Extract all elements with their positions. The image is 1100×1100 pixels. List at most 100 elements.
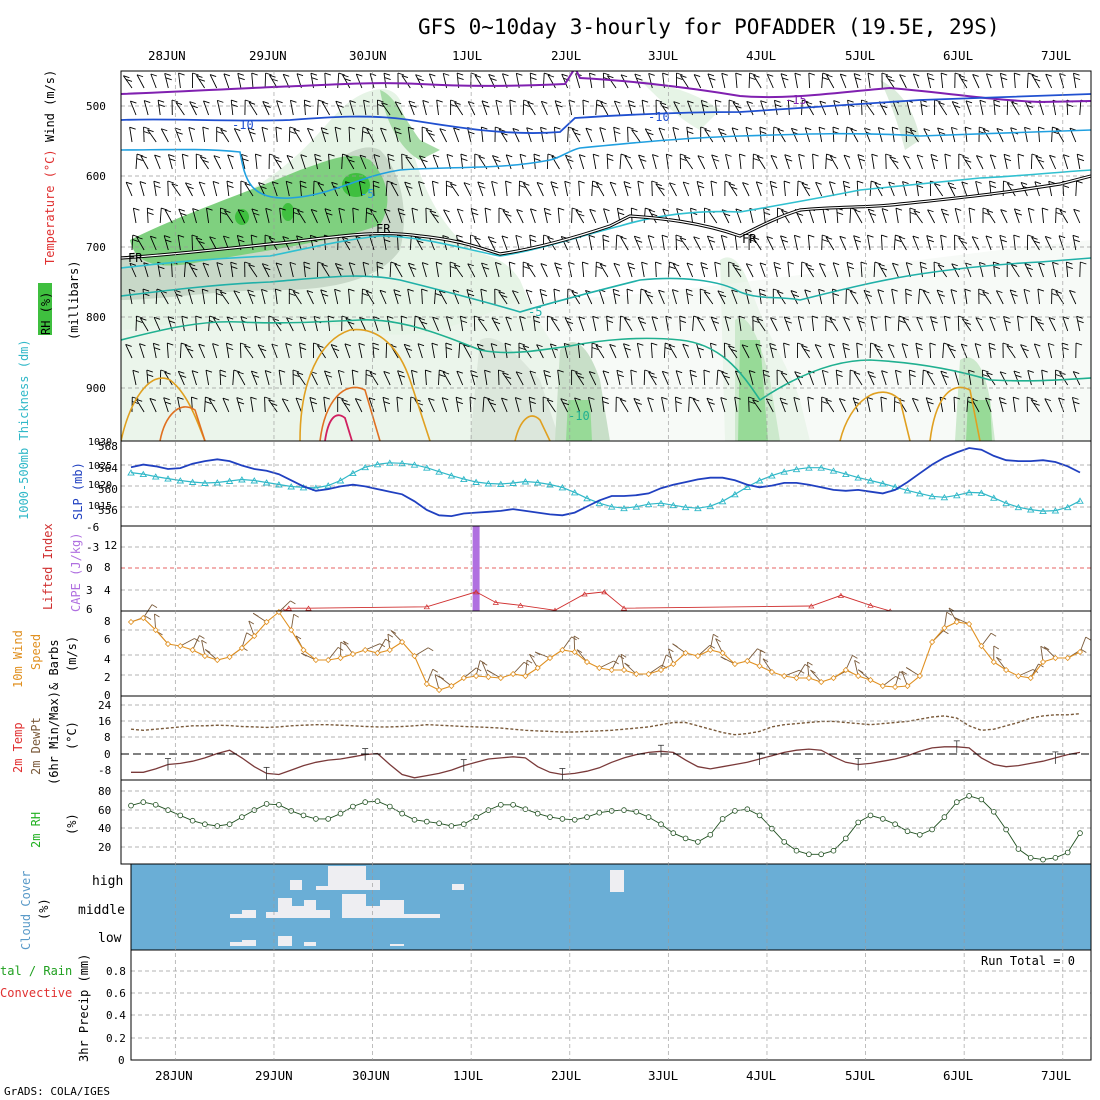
rh2m-point [374, 798, 381, 804]
thickness-point [201, 479, 209, 486]
wind-barb-shaft [348, 289, 351, 305]
wind-barb [303, 261, 311, 278]
wind-barb [174, 127, 183, 143]
wind-barb-shaft [418, 181, 423, 197]
rh-shade-dark [282, 203, 294, 221]
wind10-barb [434, 674, 441, 691]
wind-barb-flag [501, 235, 509, 239]
wind-barb-shaft [793, 235, 798, 251]
wind-barb-flag [625, 185, 632, 189]
wind-barb-shaft [278, 370, 282, 386]
wind-barb-flag [985, 397, 992, 401]
wind-barb-flag [719, 294, 727, 298]
wind-barb [891, 288, 898, 305]
wind-barb-flag [916, 316, 923, 320]
wind-barb [152, 342, 161, 359]
wind-barb-flag [616, 369, 624, 373]
wind-barb [619, 315, 627, 332]
wind-barb [123, 75, 133, 89]
wind-barb-shaft [564, 317, 573, 332]
wind-barb-shaft [1069, 290, 1077, 305]
wind-barb-shaft [1052, 262, 1057, 278]
wind-barb-flag [647, 132, 654, 136]
wind-barb [443, 209, 451, 224]
wind-barb-shaft [881, 370, 887, 386]
wind-barb-shaft [250, 235, 254, 251]
wind-barb-flag [252, 374, 260, 378]
wind10-barb-flag [905, 667, 912, 671]
wind-barb [204, 396, 212, 413]
wind-barb-shaft [401, 153, 403, 170]
wind-barb-flag [847, 99, 854, 103]
wind-barb-flag [1027, 234, 1034, 238]
wind-barb-shaft [189, 101, 197, 116]
wind-barb-shaft [783, 343, 786, 359]
wind-barb-flag [958, 74, 966, 78]
wind-barb-flag [641, 261, 648, 265]
wind-barb-flag [916, 180, 923, 184]
wind-barb [184, 344, 194, 359]
wind-barb [870, 315, 878, 332]
wind-barb-shaft [429, 210, 439, 224]
precip-label-a: tal / Rain [0, 964, 72, 978]
wind-barb-flag [906, 131, 913, 134]
date-label-bottom: 3JUL [648, 1068, 678, 1083]
wind-barb-flag [869, 375, 876, 378]
temp-contour-10 [121, 319, 1091, 402]
wind-barb-flag [993, 99, 1000, 103]
wind-barb-shaft [202, 127, 206, 143]
wind-barb-shaft [550, 181, 556, 197]
wind-barb-flag [575, 371, 582, 375]
wind-barb [421, 126, 429, 143]
thickness-point [398, 459, 406, 467]
wind-barb [192, 72, 199, 88]
wind-barb-flag [408, 126, 415, 130]
wind-barb-flag [439, 369, 446, 373]
wind-barb-flag [617, 374, 624, 378]
wind10-barb-shaft [377, 638, 386, 654]
wind-barb-flag [759, 293, 767, 297]
wind-barb-flag [982, 212, 990, 215]
wind-barb [195, 153, 203, 170]
wind-barb-shaft [226, 181, 230, 197]
wind-barb-flag [1072, 234, 1080, 238]
wind-barb-flag [871, 153, 878, 157]
wind-barb [337, 369, 345, 386]
wind-barb-flag [990, 154, 997, 158]
thickness-point [805, 464, 813, 471]
wind-barb-shaft [571, 128, 581, 143]
wind-barb-shaft [310, 371, 318, 386]
wind-barb-shaft [272, 318, 282, 332]
wind-barb [915, 342, 923, 359]
rh2m-panel: 80 60 40 20 2m RH (%) [29, 779, 1092, 865]
wind-barb-flag [958, 315, 965, 319]
wind-barb-flag [680, 74, 687, 78]
wind-barb-flag [802, 99, 809, 103]
wind-barb-flag [697, 347, 704, 351]
wind-barb [418, 155, 428, 170]
wind-barb-flag [527, 101, 534, 105]
wind-barb-shaft [940, 235, 944, 251]
wind-barb-flag [300, 154, 307, 158]
wind10-speed-point [460, 674, 467, 682]
wind-barb-flag [425, 369, 432, 373]
wind-barb [407, 126, 415, 143]
wind-barb [773, 261, 782, 278]
wind10-speed-point [485, 673, 492, 681]
wind-barb-shaft [550, 318, 560, 332]
wind-barb [1037, 288, 1045, 305]
wind-barb-flag [947, 182, 955, 186]
wind-barb-shaft [149, 398, 157, 413]
wind-barb-flag [574, 397, 581, 401]
wind10-speed-point [1039, 658, 1047, 666]
wind-barb [436, 99, 443, 116]
wind-barb-flag [852, 397, 860, 401]
wind-barb-flag [202, 262, 210, 266]
wind-barb [700, 126, 707, 142]
wind-barb [619, 153, 628, 170]
wind-barb [606, 315, 614, 332]
wind-barb-flag [582, 261, 589, 265]
wind-barb [940, 370, 949, 386]
wind-barb-shaft [986, 372, 996, 386]
wind-barb [1027, 370, 1034, 386]
